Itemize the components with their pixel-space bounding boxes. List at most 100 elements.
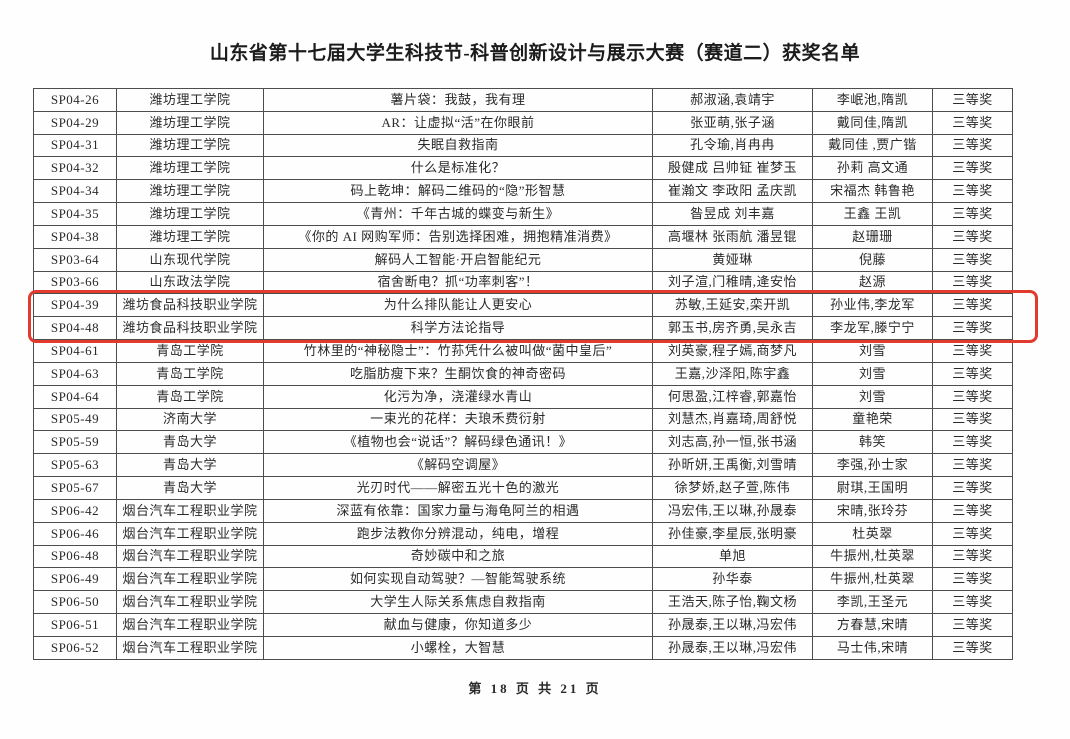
cell-students: 孙佳豪,李星辰,张明豪 xyxy=(652,521,813,546)
cell-title: 《青州：千年古城的蝶变与新生》 xyxy=(263,202,653,226)
cell-advisors: 倪藤 xyxy=(812,247,933,272)
table-row: SP04-35 潍坊理工学院 《青州：千年古城的蝶变与新生》 昝昱成 刘丰嘉 王鑫 王凯… xyxy=(33,202,1013,226)
cell-school: 潍坊理工学院 xyxy=(116,88,264,112)
cell-id: SP04-38 xyxy=(33,224,117,249)
cell-id: SP06-42 xyxy=(33,498,117,523)
cell-advisors: 童艳荣 xyxy=(812,407,933,432)
table-row: SP06-49 烟台汽车工程职业学院 如何实现自动驾驶？—智能驾驶系统 孙华泰 牛振州,… xyxy=(33,567,1013,592)
cell-title: 为什么排队能让人更安心 xyxy=(263,293,653,318)
table-row: SP06-50 烟台汽车工程职业学院 大学生人际关系焦虑自救指南 王浩天,陈子怡,鞠文… xyxy=(33,590,1013,615)
cell-title: 光刃时代——解密五光十色的激光 xyxy=(263,476,653,500)
cell-award: 三等奖 xyxy=(932,453,1013,478)
cell-award: 三等奖 xyxy=(932,270,1013,295)
cell-id: SP03-64 xyxy=(33,247,117,272)
cell-title: 码上乾坤：解码二维码的“隐”形智慧 xyxy=(263,179,653,204)
cell-id: SP04-63 xyxy=(33,361,117,386)
cell-award: 三等奖 xyxy=(932,156,1013,181)
cell-award: 三等奖 xyxy=(932,339,1013,363)
cell-title: 失眠自救指南 xyxy=(263,133,653,158)
cell-award: 三等奖 xyxy=(932,179,1013,204)
table-row: SP04-31 潍坊理工学院 失眠自救指南 孔令瑜,肖冉冉 戴同佳 ,贾广锴 三等奖 xyxy=(33,133,1013,158)
cell-school: 潍坊理工学院 xyxy=(116,110,264,135)
cell-advisors: 赵源 xyxy=(812,270,933,295)
cell-award: 三等奖 xyxy=(932,384,1013,409)
cell-students: 徐梦娇,赵子萱,陈伟 xyxy=(652,476,813,500)
cell-id: SP06-52 xyxy=(33,635,117,661)
table-row: SP05-49 济南大学 一束光的花样：夫琅禾费衍射 刘慧杰,肖嘉琦,周舒悦 童艳荣 三等… xyxy=(33,407,1013,432)
cell-title: 小螺栓，大智慧 xyxy=(263,635,653,661)
cell-school: 潍坊食品科技职业学院 xyxy=(116,316,264,341)
cell-id: SP06-51 xyxy=(33,613,117,637)
table-row: SP04-38 潍坊理工学院 《你的 AI 网购军师：告别选择困难，拥抱精准消费》高… xyxy=(33,224,1013,249)
cell-id: SP04-61 xyxy=(33,339,117,363)
table-row: SP04-63 青岛工学院 吃脂肪瘦下来？生酮饮食的神奇密码 王嘉,沙泽阳,陈宇鑫 刘雪… xyxy=(33,361,1013,386)
cell-award: 三等奖 xyxy=(932,590,1013,615)
cell-students: 孙晟泰,王以琳,冯宏伟 xyxy=(652,635,813,661)
cell-award: 三等奖 xyxy=(932,498,1013,523)
cell-school: 烟台汽车工程职业学院 xyxy=(116,613,264,637)
cell-advisors: 李龙军,滕宁宁 xyxy=(812,316,933,341)
cell-award: 三等奖 xyxy=(932,613,1013,637)
page-number-footer: 第 18 页 共 21 页 xyxy=(468,681,602,696)
cell-school: 山东现代学院 xyxy=(116,247,264,272)
cell-students: 冯宏伟,王以琳,孙晟泰 xyxy=(652,498,813,523)
cell-award: 三等奖 xyxy=(932,133,1013,158)
table-row: SP06-48 烟台汽车工程职业学院 奇妙碳中和之旅 单旭 牛振州,杜英翠 三等奖 xyxy=(33,544,1013,569)
cell-students: 刘英豪,程子嫣,商梦凡 xyxy=(652,339,813,363)
cell-students: 孙华泰 xyxy=(652,567,813,592)
cell-id: SP04-39 xyxy=(33,293,117,318)
cell-award: 三等奖 xyxy=(932,544,1013,569)
cell-students: 黄娅琳 xyxy=(652,247,813,272)
awards-table: SP04-26 潍坊理工学院 薯片袋：我鼓，我有理 郝淑涵,袁靖宇 李岷池,隋凯 三等奖 S… xyxy=(33,88,1013,661)
cell-students: 苏敏,王延安,栾开凯 xyxy=(652,293,813,318)
cell-id: SP04-31 xyxy=(33,133,117,158)
cell-advisors: 戴同佳 ,贾广锴 xyxy=(812,133,933,158)
cell-school: 青岛工学院 xyxy=(116,339,264,363)
cell-id: SP04-26 xyxy=(33,88,117,112)
cell-award: 三等奖 xyxy=(932,635,1013,661)
cell-school: 青岛大学 xyxy=(116,476,264,500)
cell-students: 高堰林 张雨航 潘昱锟 xyxy=(652,224,813,249)
cell-award: 三等奖 xyxy=(932,407,1013,432)
cell-id: SP04-64 xyxy=(33,384,117,409)
cell-students: 孙晟泰,王以琳,冯宏伟 xyxy=(652,613,813,637)
cell-students: 崔瀚文 李政阳 孟庆凯 xyxy=(652,179,813,204)
cell-school: 潍坊理工学院 xyxy=(116,156,264,181)
cell-title: 科学方法论指导 xyxy=(263,316,653,341)
cell-school: 济南大学 xyxy=(116,407,264,432)
cell-advisors: 宋晴,张玲芬 xyxy=(812,498,933,523)
cell-students: 殷健成 吕帅钲 崔梦玉 xyxy=(652,156,813,181)
table-row: SP04-34 潍坊理工学院 码上乾坤：解码二维码的“隐”形智慧 崔瀚文 李政阳 孟庆… xyxy=(33,179,1013,204)
table-row: SP04-48 潍坊食品科技职业学院 科学方法论指导 郭玉书,房齐勇,吴永吉 李龙军,滕… xyxy=(33,316,1013,341)
cell-advisors: 李凯,王圣元 xyxy=(812,590,933,615)
cell-advisors: 方春慧,宋晴 xyxy=(812,613,933,637)
cell-school: 山东政法学院 xyxy=(116,270,264,295)
table-row: SP06-52 烟台汽车工程职业学院 小螺栓，大智慧 孙晟泰,王以琳,冯宏伟 马士伟,宋… xyxy=(33,635,1013,661)
cell-school: 潍坊理工学院 xyxy=(116,224,264,249)
cell-award: 三等奖 xyxy=(932,430,1013,455)
cell-students: 刘子渲,门稚晴,逄安怡 xyxy=(652,270,813,295)
cell-school: 烟台汽车工程职业学院 xyxy=(116,544,264,569)
cell-award: 三等奖 xyxy=(932,202,1013,226)
cell-id: SP06-50 xyxy=(33,590,117,615)
cell-students: 刘志高,孙一恒,张书涵 xyxy=(652,430,813,455)
cell-advisors: 刘雪 xyxy=(812,361,933,386)
cell-title: 什么是标准化？ xyxy=(263,156,653,181)
table-row: SP04-29 潍坊理工学院 AR：让虚拟“活”在你眼前 张亚萌,张子涵 戴同佳,隋凯三… xyxy=(33,110,1013,135)
table-row: SP04-61 青岛工学院 竹林里的“神秘隐士”：竹荪凭什么被叫做“菌中皇后” 刘英豪… xyxy=(33,339,1013,363)
cell-students: 昝昱成 刘丰嘉 xyxy=(652,202,813,226)
cell-school: 潍坊理工学院 xyxy=(116,133,264,158)
cell-school: 烟台汽车工程职业学院 xyxy=(116,521,264,546)
cell-award: 三等奖 xyxy=(932,567,1013,592)
cell-students: 郝淑涵,袁靖宇 xyxy=(652,88,813,112)
cell-award: 三等奖 xyxy=(932,88,1013,112)
cell-advisors: 赵珊珊 xyxy=(812,224,933,249)
cell-title: 《植物也会“说话”？解码绿色通讯！》 xyxy=(263,430,653,455)
cell-advisors: 马士伟,宋晴 xyxy=(812,635,933,661)
cell-students: 孙昕妍,王禹衡,刘雪晴 xyxy=(652,453,813,478)
cell-title: 吃脂肪瘦下来？生酮饮食的神奇密码 xyxy=(263,361,653,386)
cell-students: 刘慧杰,肖嘉琦,周舒悦 xyxy=(652,407,813,432)
cell-students: 王嘉,沙泽阳,陈宇鑫 xyxy=(652,361,813,386)
cell-title: 宿舍断电？抓“功率刺客”！ xyxy=(263,270,653,295)
cell-id: SP04-34 xyxy=(33,179,117,204)
